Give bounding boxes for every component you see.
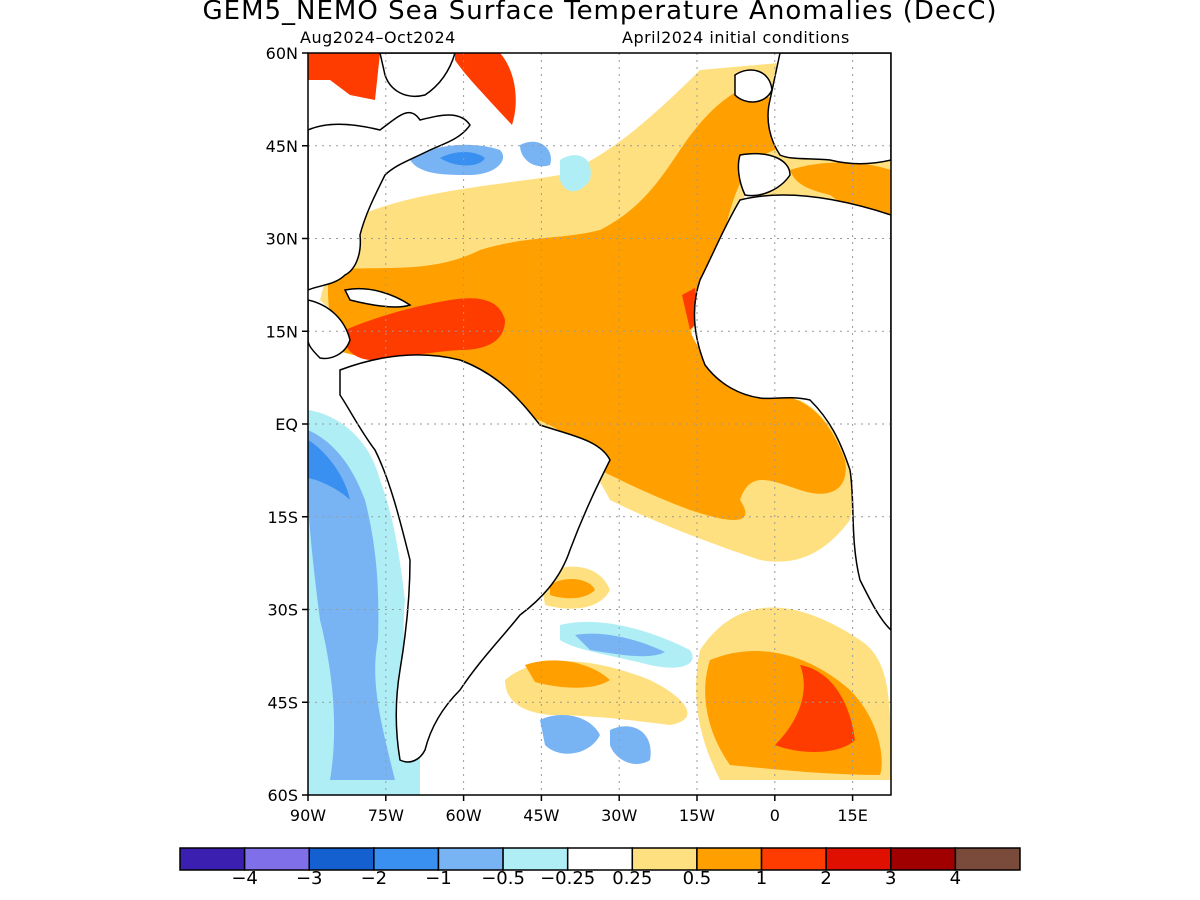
lon-tick-label: 60W [446, 806, 482, 825]
anomaly-region-caribbean-red [344, 298, 505, 360]
lat-tick-label: 60N [266, 44, 298, 63]
colorbar-label: −0.5 [481, 868, 525, 889]
colorbar-label: 4 [949, 868, 962, 889]
anomaly-region-southeast-red [775, 665, 855, 752]
lat-tick-label: 60S [267, 786, 298, 805]
lat-tick-label: EQ [275, 415, 298, 434]
lon-tick-label: 90W [290, 806, 326, 825]
lat-tick-label: 15S [267, 508, 298, 527]
colorbar-swatch [502, 847, 569, 871]
graticule [308, 53, 891, 795]
colorbar-swatch [696, 847, 763, 871]
initial-conditions: April2024 initial conditions [622, 28, 850, 47]
colorbar-swatch [437, 847, 504, 871]
anomaly-region-south-orange-2 [550, 578, 595, 599]
colorbar-swatch [760, 847, 827, 871]
anomaly-region-labrador-red [308, 53, 380, 100]
forecast-period: Aug2024–Oct2024 [300, 28, 456, 47]
cuba-land [343, 287, 412, 308]
colorbar-swatch [954, 847, 1021, 871]
british-isles-land [734, 69, 773, 103]
colorbar-swatch [179, 847, 246, 871]
iberia-land [737, 153, 791, 197]
colorbar-label: −0.25 [540, 868, 596, 889]
anomaly-region-newfoundland-red [455, 53, 516, 125]
greenland-edge-land [379, 53, 456, 97]
colorbar-swatch [631, 847, 698, 871]
central-america-land [308, 299, 351, 360]
anomaly-region-south-blue-2 [540, 715, 600, 754]
anomaly-region-tropical-orange [327, 90, 846, 520]
colorbar-swatch [566, 847, 634, 871]
north-america-land [308, 111, 471, 291]
anomaly-region-gulf-stream-darkblue [440, 152, 485, 166]
colorbar-label: −3 [295, 868, 323, 889]
colorbar-label: 3 [885, 868, 897, 889]
colorbar-label: −1 [425, 868, 452, 889]
lat-tick-label: 45N [266, 137, 298, 156]
lat-tick-label: 15N [266, 322, 298, 341]
lat-tick-label: 30N [266, 230, 298, 249]
longitude-axis: 90W 75W 60W 45W 30W 15W 0 15E [290, 795, 868, 825]
europe-land [767, 53, 891, 165]
colorbar-swatch [308, 847, 375, 871]
lon-tick-label: 30W [601, 806, 637, 825]
colorbar-swatch [243, 847, 310, 871]
colorbar-label: −4 [231, 868, 258, 889]
lon-tick-label: 45W [523, 806, 559, 825]
south-america-land [339, 354, 611, 763]
colorbar-label: 2 [820, 868, 832, 889]
anomaly-region-cyan-north [560, 155, 591, 192]
lon-tick-label: 15W [679, 806, 715, 825]
lon-tick-label: 15E [837, 806, 867, 825]
lon-tick-label: 0 [770, 806, 780, 825]
colorbar [179, 847, 1021, 871]
anomaly-region-pacific-lightblue [308, 430, 395, 780]
colorbar-label: 1 [755, 868, 768, 889]
anomaly-region-south-blue-band [575, 633, 665, 657]
lat-tick-label: 45S [267, 693, 298, 712]
anomaly-region-pacific-blue [308, 440, 350, 500]
colorbar-label: −2 [360, 868, 388, 889]
colorbar-swatch [825, 847, 892, 871]
africa-land [693, 194, 891, 632]
map-title: GEM5_NEMO Sea Surface Temperature Anomal… [202, 0, 998, 26]
lat-tick-label: 30S [267, 601, 298, 620]
anomaly-region-south-orange-3 [525, 660, 610, 688]
colorbar-label: 0.25 [612, 868, 653, 889]
lon-tick-label: 75W [368, 806, 404, 825]
colorbar-swatch [890, 847, 957, 871]
anomaly-region-south-blue-3 [610, 726, 651, 765]
colorbar-label: 0.5 [682, 868, 712, 889]
latitude-axis: 60N 45N 30N 15N EQ 15S 30S 45S 60S [266, 44, 308, 805]
colorbar-swatch [373, 847, 440, 871]
land-layer [308, 53, 891, 763]
anomaly-region-midatlantic-blue [520, 141, 551, 167]
